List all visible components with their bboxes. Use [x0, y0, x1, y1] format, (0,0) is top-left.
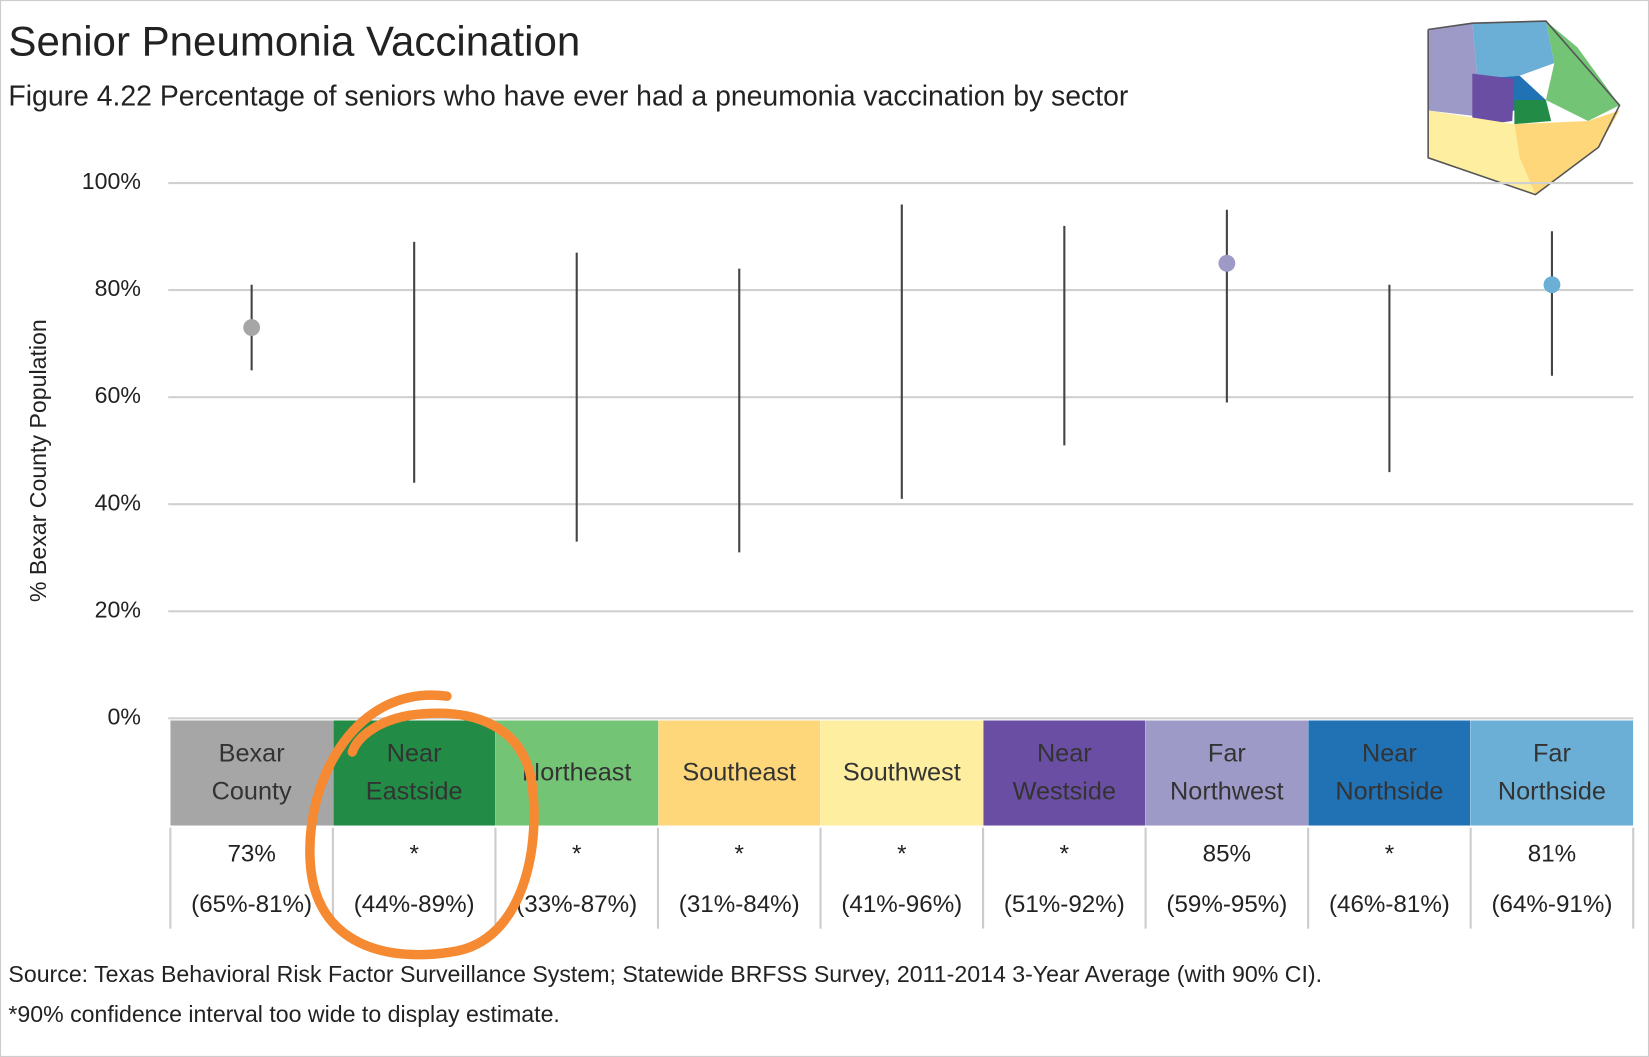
- value-label: *: [409, 840, 419, 867]
- value-label: 81%: [1528, 840, 1576, 867]
- category-label-box: Southwest: [820, 720, 984, 826]
- ci-label: (51%-92%): [1004, 891, 1125, 918]
- map-icon: [1427, 20, 1621, 196]
- category-label: Near Northside: [1308, 720, 1471, 826]
- y-tick-label: 0%: [107, 703, 140, 729]
- source-note: Source: Texas Behavioral Risk Factor Sur…: [8, 961, 1322, 987]
- value-label: *: [735, 840, 745, 867]
- y-tick-label: 60%: [95, 382, 141, 408]
- ci-label: (64%-91%): [1491, 891, 1612, 918]
- category-label-box: Near Westside: [983, 720, 1146, 826]
- category-label-box: Bexar County: [170, 720, 333, 826]
- footnote: *90% confidence interval too wide to dis…: [8, 1001, 559, 1027]
- point: [243, 319, 261, 336]
- ci-label: (33%-87%): [516, 891, 637, 918]
- category-label: Near Westside: [983, 720, 1146, 826]
- category-label-box: Southeast: [657, 720, 821, 826]
- ci-label: (44%-89%): [354, 891, 475, 918]
- ci-label: (65%-81%): [191, 891, 312, 918]
- ci-label: (41%-96%): [841, 891, 962, 918]
- category-label: Near Eastside: [332, 720, 496, 826]
- y-tick-label: 20%: [95, 596, 141, 622]
- highlight-circle: [305, 690, 539, 960]
- category-label: Southwest: [820, 720, 984, 826]
- category-label: Bexar County: [170, 720, 333, 826]
- chart-title: Senior Pneumonia Vaccination: [8, 17, 580, 64]
- category-label: Far Northwest: [1145, 720, 1309, 826]
- category-label: Far Northside: [1470, 720, 1634, 826]
- category-label-box: Northeast: [495, 720, 658, 826]
- category-label: Northeast: [495, 720, 658, 826]
- value-label: *: [572, 840, 582, 867]
- y-tick-label: 100%: [82, 168, 141, 194]
- category-label-box: Far Northwest: [1145, 720, 1309, 826]
- value-label: 73%: [227, 840, 275, 867]
- category-label-box: Far Northside: [1470, 720, 1634, 826]
- y-tick-label: 40%: [95, 489, 141, 515]
- point: [1218, 254, 1236, 272]
- category-label-box: Near Northside: [1308, 720, 1471, 826]
- category-label: Southeast: [657, 720, 821, 826]
- value-label: *: [897, 840, 907, 867]
- y-axis-label: % Bexar County Population: [25, 319, 51, 602]
- value-label: *: [1385, 840, 1395, 867]
- y-tick-label: 80%: [95, 275, 141, 301]
- chart-subtitle: Figure 4.22 Percentage of seniors who ha…: [8, 80, 1128, 112]
- ci-label: (59%-95%): [1166, 891, 1287, 918]
- value-label: 85%: [1203, 840, 1251, 867]
- ci-label: (31%-84%): [679, 891, 800, 918]
- value-label: *: [1060, 840, 1070, 867]
- point: [1543, 276, 1561, 294]
- category-label-box: Near Eastside: [332, 720, 496, 826]
- ci-label: (46%-81%): [1329, 891, 1450, 918]
